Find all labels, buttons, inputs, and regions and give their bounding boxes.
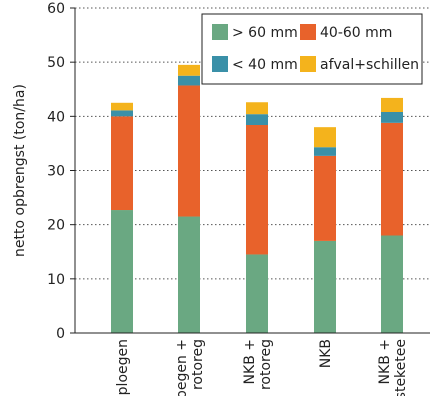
- legend-swatch-3: [212, 56, 228, 72]
- bar-segment-1-1: [111, 210, 133, 333]
- y-axis-label: netto opbrengst (ton/ha): [12, 84, 28, 257]
- bar-segment-5-4: [381, 97, 403, 112]
- x-category-label-3-line-2: rotoreg: [258, 339, 274, 390]
- bar-segment-3-4: [246, 102, 268, 115]
- y-tick-label-0: 0: [56, 326, 65, 342]
- legend: > 60 mm 40-60 mm < 40 mm afval+schillen: [201, 13, 423, 85]
- x-category-label-4-line-1: NKB: [318, 339, 334, 368]
- y-tick-label-20: 20: [47, 218, 65, 234]
- x-category-label-5-line-2: steketee: [393, 339, 409, 396]
- bar-segment-4-3: [314, 147, 336, 156]
- x-category-label-1-line-1: ploegen: [115, 339, 131, 395]
- legend-label-3: < 40 mm: [232, 57, 298, 73]
- legend-label-2: 40-60 mm: [320, 25, 392, 41]
- bar-segment-5-1: [381, 235, 403, 333]
- legend-swatch-4: [300, 56, 316, 72]
- legend-label-4: afval+schillen: [320, 57, 419, 73]
- x-category-label-2-line-1: ploegen +: [174, 339, 190, 396]
- bar-segment-3-3: [246, 114, 268, 125]
- bar-segment-4-1: [314, 240, 336, 333]
- bar-segment-4-4: [314, 127, 336, 148]
- bar-segment-1-3: [111, 110, 133, 117]
- bar-segment-2-2: [178, 85, 200, 217]
- y-tick-label-30: 30: [47, 164, 65, 180]
- bar-segment-2-3: [178, 75, 200, 86]
- bar-segment-3-1: [246, 254, 268, 333]
- y-tick-label-60: 60: [47, 1, 65, 17]
- legend-swatch-1: [212, 24, 228, 40]
- bar-segment-1-4: [111, 102, 133, 111]
- legend-label-1: > 60 mm: [232, 25, 298, 41]
- x-category-label-3-line-1: NKB +: [242, 339, 258, 384]
- y-axis-ticks: 0 10 20 30 40 50 60: [47, 1, 75, 342]
- bar-segment-4-2: [314, 155, 336, 241]
- bar-segment-2-1: [178, 216, 200, 333]
- y-tick-label-10: 10: [47, 272, 65, 288]
- bar-segment-5-3: [381, 112, 403, 123]
- bar-segment-5-2: [381, 122, 403, 236]
- bar-segment-1-2: [111, 116, 133, 211]
- bar-segment-3-2: [246, 125, 268, 255]
- x-axis-labels: ploegen ploegen + rotoreg NKB + rotoreg NKB NK…: [115, 339, 409, 396]
- x-category-label-5-line-1: NKB +: [377, 339, 393, 384]
- bars-group: [111, 64, 403, 333]
- y-tick-label-50: 50: [47, 55, 65, 71]
- y-tick-label-40: 40: [47, 109, 65, 125]
- x-category-label-2-line-2: rotoreg: [190, 339, 206, 390]
- bar-segment-2-4: [178, 64, 200, 76]
- legend-swatch-2: [300, 24, 316, 40]
